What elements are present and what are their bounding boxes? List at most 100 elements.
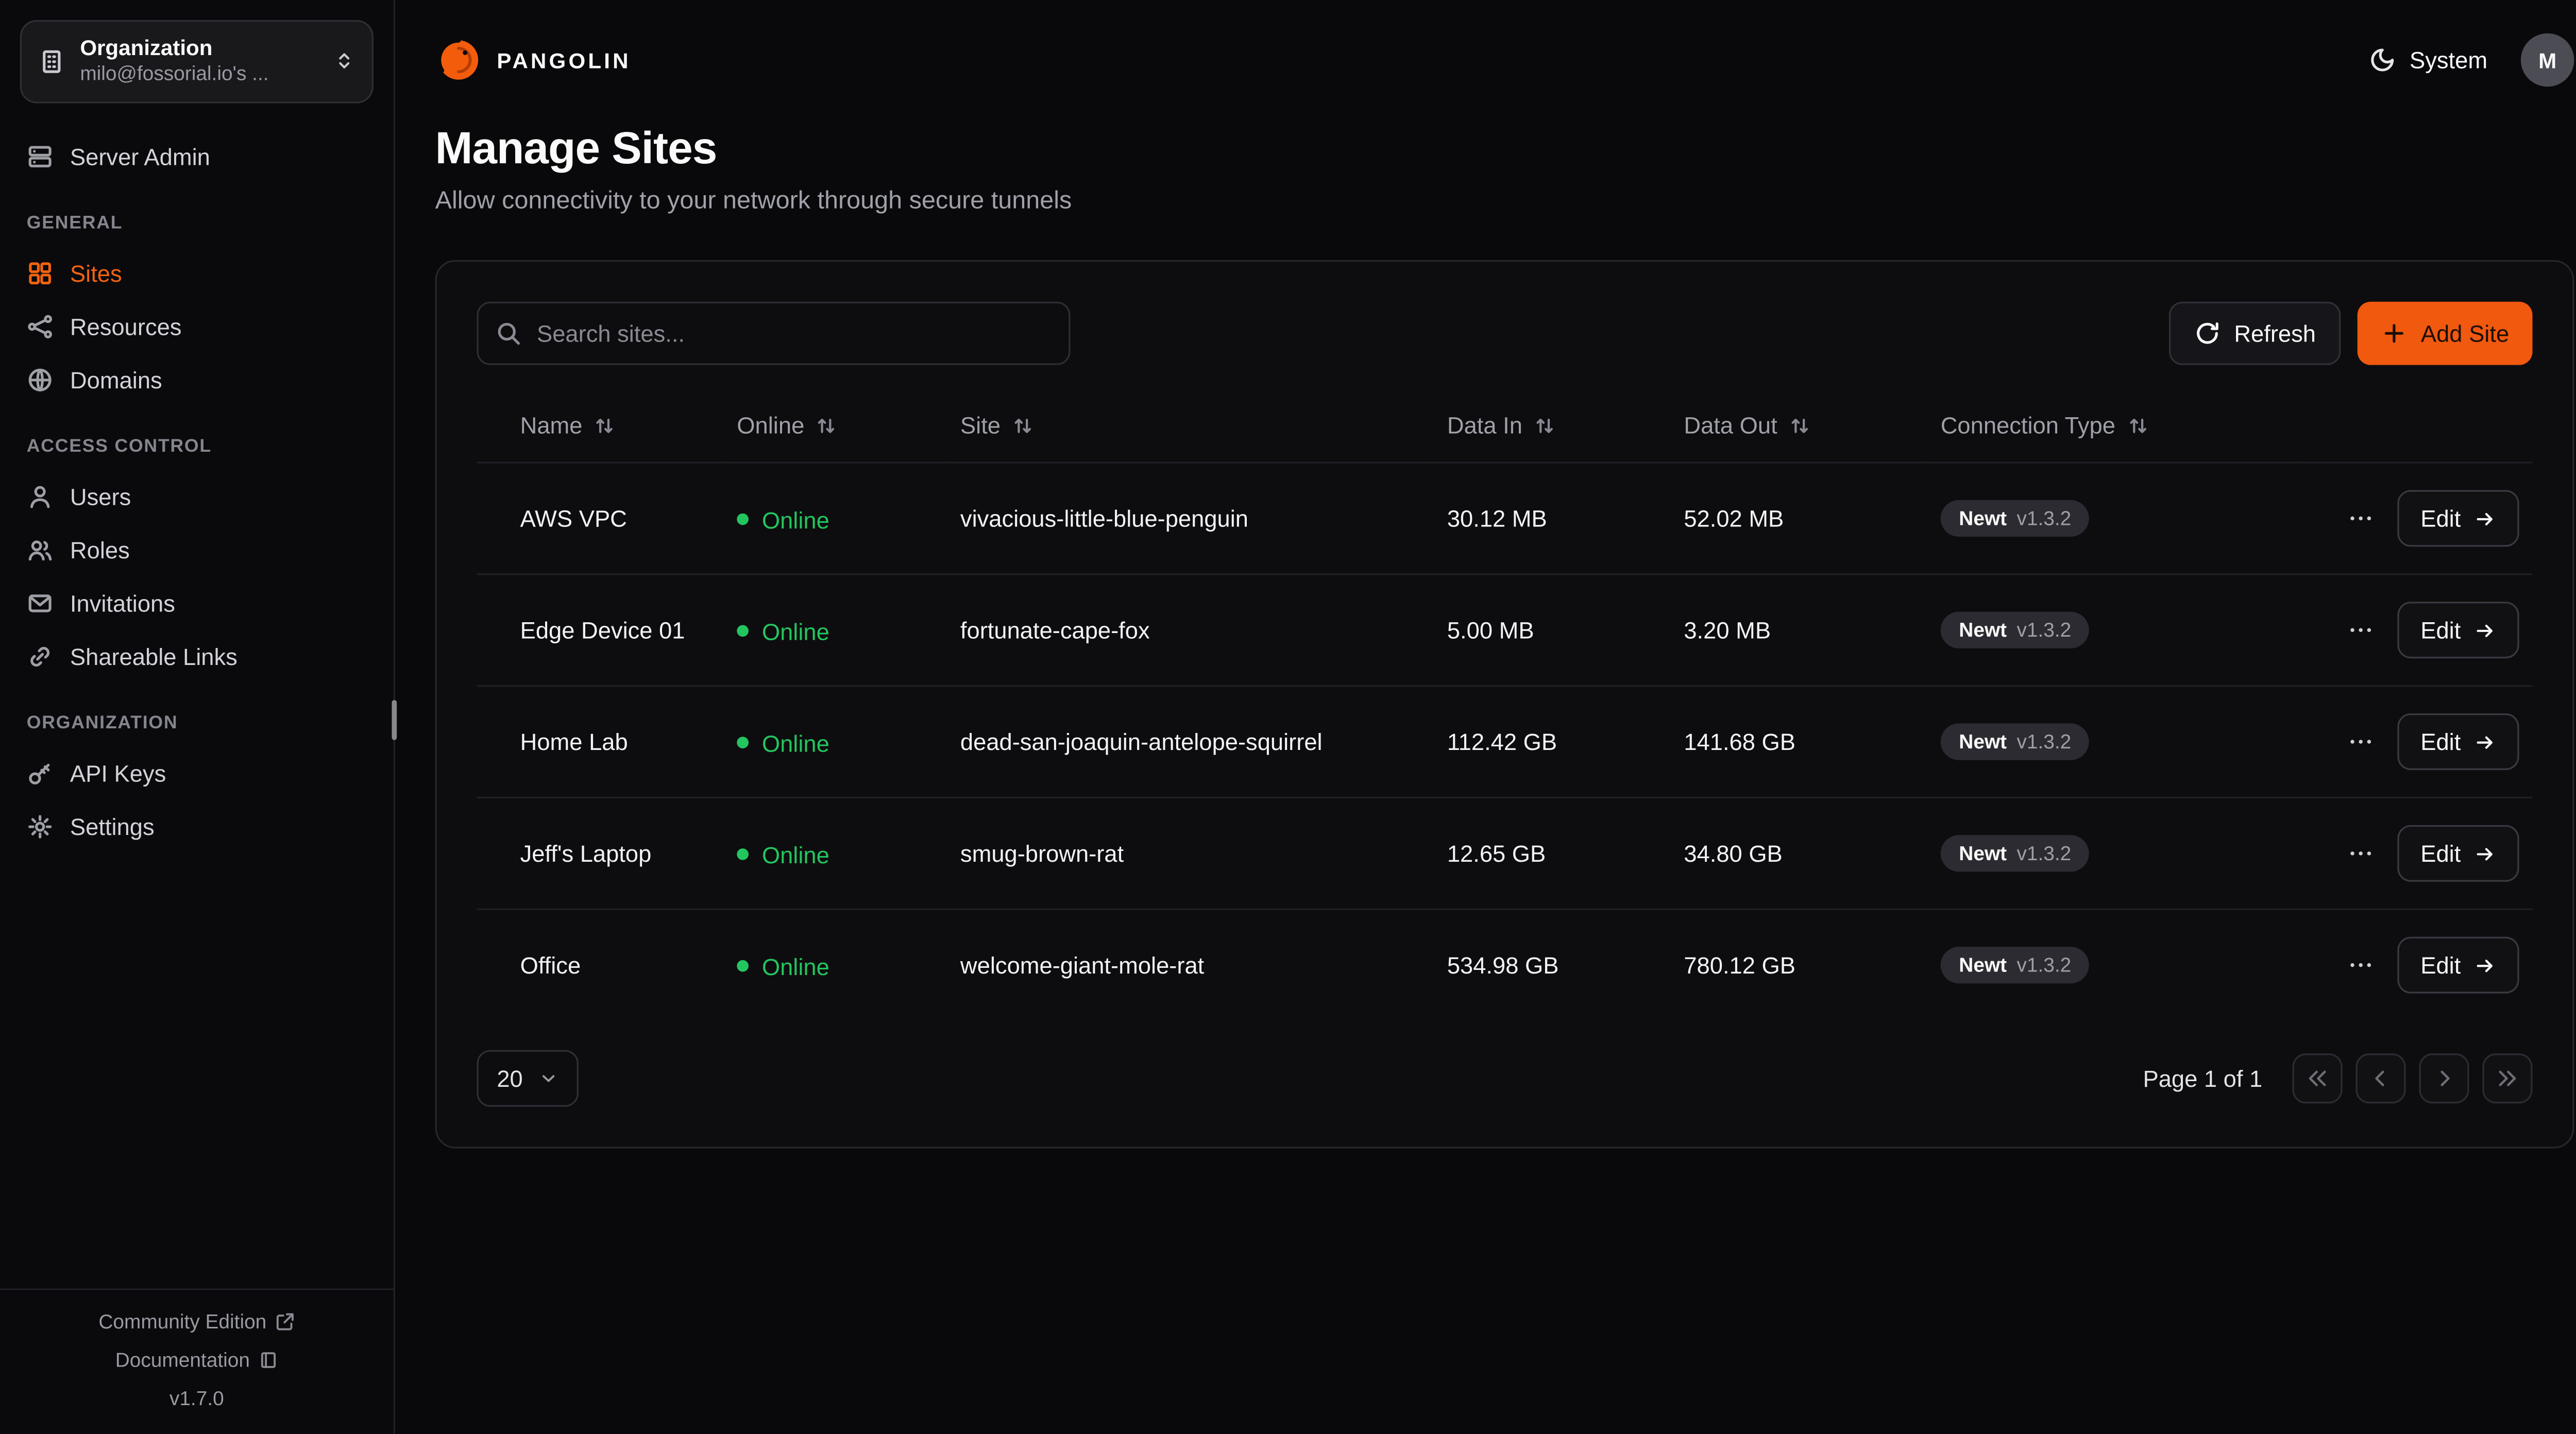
- sidebar-item-sites[interactable]: Sites: [0, 246, 394, 300]
- section-label-organization: ORGANIZATION: [26, 713, 178, 733]
- sidebar-item-settings[interactable]: Settings: [0, 800, 394, 853]
- search-icon: [495, 320, 522, 347]
- data-in-value: 12.65 GB: [1447, 840, 1546, 867]
- table-row: AWS VPC Online vivacious-little-blue-pen…: [477, 462, 2533, 574]
- column-header-data-in[interactable]: Data In: [1434, 388, 1671, 463]
- actions-cell: Edit: [2300, 462, 2533, 574]
- edit-button[interactable]: Edit: [2397, 713, 2519, 771]
- column-header-data-out[interactable]: Data Out: [1670, 388, 1927, 463]
- site-name-cell: Home Lab: [477, 685, 724, 798]
- plus-icon: [2381, 320, 2408, 347]
- avatar[interactable]: M: [2520, 33, 2574, 87]
- connection-type-cell: Newt v1.3.2: [1927, 796, 2301, 910]
- documentation-link[interactable]: Documentation: [16, 1348, 377, 1372]
- connection-type-version: v1.3.2: [2016, 953, 2072, 977]
- table-row: Home Lab Online dead-san-joaquin-antelop…: [477, 685, 2533, 798]
- community-edition-link[interactable]: Community Edition: [16, 1310, 377, 1334]
- column-header-online[interactable]: Online: [723, 388, 947, 463]
- sidebar-item-resources[interactable]: Resources: [0, 300, 394, 353]
- data-in-cell: 534.98 GB: [1433, 908, 1671, 1020]
- section-label-access-control: ACCESS CONTROL: [26, 436, 212, 457]
- edit-button[interactable]: Edit: [2397, 936, 2519, 994]
- documentation-label: Documentation: [115, 1348, 250, 1372]
- sidebar-item-users[interactable]: Users: [0, 470, 394, 523]
- connection-type-badge: Newt v1.3.2: [1940, 500, 2090, 537]
- row-actions-button[interactable]: [2347, 505, 2374, 532]
- globe-icon: [27, 366, 54, 393]
- sidebar-footer: Community Edition Documentation v1.7.0: [0, 1288, 394, 1433]
- column-header-name[interactable]: Name: [477, 388, 723, 463]
- status-label: Online: [761, 953, 829, 980]
- ellipsis-icon: [2347, 728, 2374, 755]
- row-actions-button[interactable]: [2347, 952, 2374, 979]
- edit-button[interactable]: Edit: [2397, 825, 2519, 882]
- sidebar-resize-handle[interactable]: [392, 700, 397, 740]
- site-name: Office: [520, 951, 581, 979]
- ellipsis-icon: [2347, 617, 2374, 643]
- theme-toggle[interactable]: System: [2369, 47, 2487, 74]
- edit-button[interactable]: Edit: [2397, 490, 2519, 547]
- chevron-left-icon: [2369, 1067, 2392, 1090]
- connection-type-cell: Newt v1.3.2: [1927, 573, 2301, 686]
- site-slug: dead-san-joaquin-antelope-squirrel: [960, 728, 1323, 755]
- previous-page-button[interactable]: [2355, 1053, 2406, 1104]
- external-link-icon: [275, 1312, 295, 1332]
- gear-icon: [27, 813, 54, 840]
- site-name-cell: Edge Device 01: [477, 573, 724, 686]
- column-header-actions: [2301, 388, 2533, 463]
- add-site-button[interactable]: Add Site: [2357, 301, 2533, 365]
- chevrons-up-down-icon: [333, 50, 355, 72]
- search-input[interactable]: [477, 301, 1071, 365]
- first-page-button[interactable]: [2292, 1053, 2343, 1104]
- table-header-row: Name Online Site Data In Data Out Connec…: [477, 388, 2532, 463]
- last-page-button[interactable]: [2482, 1053, 2533, 1104]
- site-name: Edge Device 01: [520, 617, 685, 644]
- sidebar-item-server-admin[interactable]: Server Admin: [0, 130, 394, 183]
- edit-button[interactable]: Edit: [2397, 602, 2519, 659]
- sidebar-item-label: Settings: [70, 813, 155, 840]
- brand[interactable]: PANGOLIN: [435, 37, 631, 83]
- row-actions-button[interactable]: [2347, 728, 2374, 755]
- row-actions-button[interactable]: [2347, 617, 2374, 643]
- connection-type-badge: Newt v1.3.2: [1940, 611, 2090, 649]
- site-name-cell: Office: [477, 908, 724, 1020]
- toolbar-actions: Refresh Add Site: [2169, 301, 2533, 365]
- sites-icon: [27, 260, 54, 286]
- sites-table: Name Online Site Data In Data Out Connec…: [477, 388, 2533, 1020]
- table-row: Edge Device 01 Online fortunate-cape-fox…: [477, 573, 2533, 686]
- page-size-select[interactable]: 20: [477, 1050, 578, 1107]
- users-icon: [27, 536, 54, 563]
- connection-type-badge: Newt v1.3.2: [1940, 946, 2090, 984]
- data-in-cell: 12.65 GB: [1433, 796, 1671, 910]
- site-slug: smug-brown-rat: [960, 840, 1124, 867]
- building-icon: [38, 48, 65, 75]
- sidebar-item-domains[interactable]: Domains: [0, 353, 394, 407]
- row-actions-button[interactable]: [2347, 840, 2374, 867]
- column-header-connection-type[interactable]: Connection Type: [1927, 388, 2301, 463]
- next-page-button[interactable]: [2419, 1053, 2469, 1104]
- status-label: Online: [761, 729, 829, 757]
- connection-type-version: v1.3.2: [2016, 841, 2072, 865]
- site-slug-cell: dead-san-joaquin-antelope-squirrel: [947, 685, 1434, 798]
- sidebar-item-shareable-links[interactable]: Shareable Links: [0, 630, 394, 684]
- sidebar-item-roles[interactable]: Roles: [0, 523, 394, 577]
- org-switcher[interactable]: Organization milo@fossorial.io's ...: [20, 20, 374, 104]
- data-in-value: 30.12 MB: [1447, 505, 1547, 532]
- sidebar-item-invitations[interactable]: Invitations: [0, 576, 394, 630]
- actions-cell: Edit: [2300, 573, 2533, 686]
- page-subtitle: Allow connectivity to your network throu…: [435, 186, 1072, 215]
- chevron-down-icon: [538, 1068, 558, 1088]
- main-content: PANGOLIN System M Manage Sites Allow con…: [395, 0, 2576, 1433]
- site-name-cell: Jeff's Laptop: [477, 796, 724, 910]
- moon-icon: [2369, 47, 2396, 74]
- sidebar-item-api-keys[interactable]: API Keys: [0, 746, 394, 800]
- refresh-button[interactable]: Refresh: [2169, 301, 2341, 365]
- ellipsis-icon: [2347, 952, 2374, 979]
- data-out-cell: 780.12 GB: [1670, 908, 1927, 1020]
- data-in-value: 5.00 MB: [1447, 617, 1534, 644]
- sites-toolbar: Refresh Add Site: [477, 301, 2533, 365]
- column-header-site[interactable]: Site: [947, 388, 1434, 463]
- arrow-right-icon: [2474, 954, 2496, 976]
- edit-label: Edit: [2420, 617, 2461, 644]
